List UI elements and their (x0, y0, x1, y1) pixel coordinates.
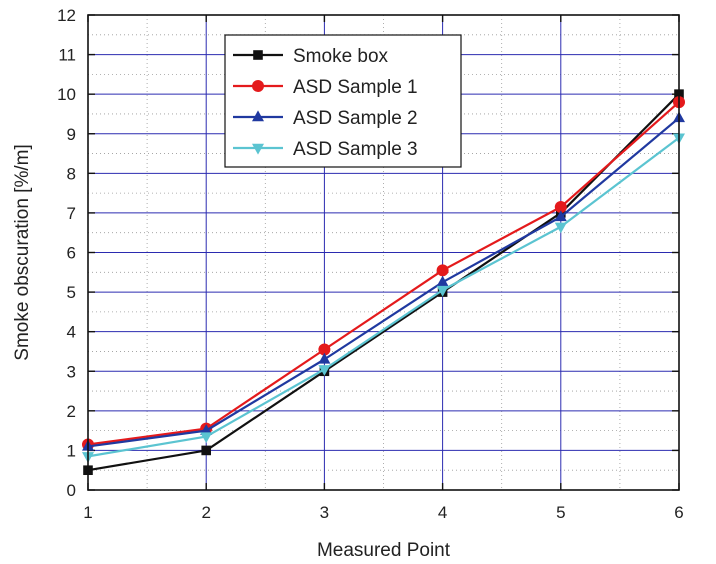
legend-marker (252, 143, 264, 155)
data-point (436, 275, 449, 287)
data-point (436, 264, 449, 277)
y-tick-label: 8 (67, 164, 76, 183)
legend-label: ASD Sample 1 (293, 77, 418, 98)
y-tick-label: 3 (67, 362, 76, 381)
data-point (318, 365, 331, 376)
x-tick-label: 5 (556, 503, 565, 522)
legend-item: ASD Sample 1 (233, 77, 418, 98)
x-tick-label: 6 (674, 503, 683, 522)
legend-label: Smoke box (293, 46, 389, 67)
legend-item: ASD Sample 2 (233, 108, 418, 129)
x-tick-label: 3 (320, 503, 329, 522)
legend-marker (252, 80, 264, 92)
series-line (87, 101, 680, 446)
legend-item: ASD Sample 3 (233, 139, 418, 160)
x-axis-title: Measured Point (317, 540, 451, 561)
x-tick-labels: 1 2 3 4 5 6 (83, 503, 683, 522)
y-tick-label: 4 (67, 323, 76, 342)
legend-box (224, 34, 462, 168)
legend-marker (252, 110, 264, 122)
y-tick-label: 11 (58, 46, 76, 65)
y-tick-label: 0 (67, 481, 76, 500)
y-tick-label: 7 (67, 204, 76, 223)
series-line (87, 93, 680, 472)
y-tick-label: 5 (67, 283, 76, 302)
y-tick-label: 9 (67, 125, 76, 144)
data-point (200, 424, 213, 435)
data-point (436, 285, 449, 297)
data-point (318, 352, 331, 364)
legend: Smoke box ASD Sample 1 ASD Sample 2 ASD Sam… (224, 34, 462, 168)
plot-frame (87, 14, 680, 491)
y-tick-label: 2 (67, 402, 76, 421)
series-4 (82, 133, 685, 463)
y-tick-label: 1 (67, 441, 76, 460)
x-tick-label: 4 (438, 503, 447, 522)
series-line (87, 136, 680, 458)
x-tick-label: 2 (201, 503, 210, 522)
x-tick-label: 1 (83, 503, 92, 522)
data-point (554, 200, 567, 213)
data-point (201, 445, 211, 456)
y-tick-label: 10 (57, 85, 76, 104)
data-point (318, 343, 331, 356)
y-axis-title: Smoke obscuration [%/m] (12, 144, 33, 360)
data-point (554, 210, 567, 222)
series-line (87, 117, 680, 448)
data-point (554, 222, 567, 234)
y-tick-label: 6 (67, 244, 76, 263)
legend-label: ASD Sample 3 (293, 139, 418, 160)
legend-item: Smoke box (233, 46, 389, 67)
legend-label: ASD Sample 2 (293, 108, 418, 129)
y-tick-label: 12 (57, 6, 76, 25)
series-group (82, 89, 685, 476)
legend-marker (253, 50, 263, 60)
data-point (200, 432, 213, 444)
